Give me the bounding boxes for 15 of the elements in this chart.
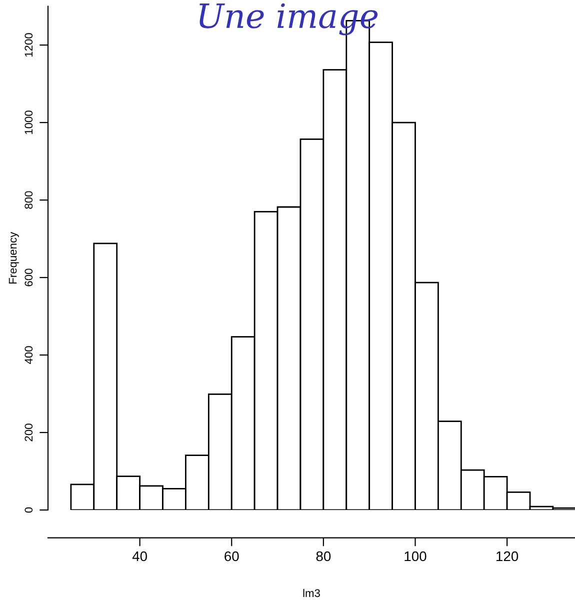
x-tick-label: 40 xyxy=(132,551,147,562)
x-axis-title: lm3 xyxy=(303,588,320,598)
x-tick-label: 100 xyxy=(404,551,426,562)
y-tick-label: 0 xyxy=(24,507,33,513)
y-tick-label: 800 xyxy=(24,191,33,209)
y-tick-label: 200 xyxy=(24,424,33,442)
x-tick-label: 80 xyxy=(316,551,331,562)
y-axis-title: Frequency xyxy=(8,232,19,284)
x-tick-label: 60 xyxy=(224,551,239,562)
x-tick-label: 120 xyxy=(496,551,518,562)
y-tick-label: 400 xyxy=(24,346,33,364)
y-tick-label: 600 xyxy=(24,268,33,286)
chart-title: Une image xyxy=(200,3,378,36)
y-tick-label: 1200 xyxy=(24,33,33,57)
y-tick-label: 1000 xyxy=(24,110,33,134)
